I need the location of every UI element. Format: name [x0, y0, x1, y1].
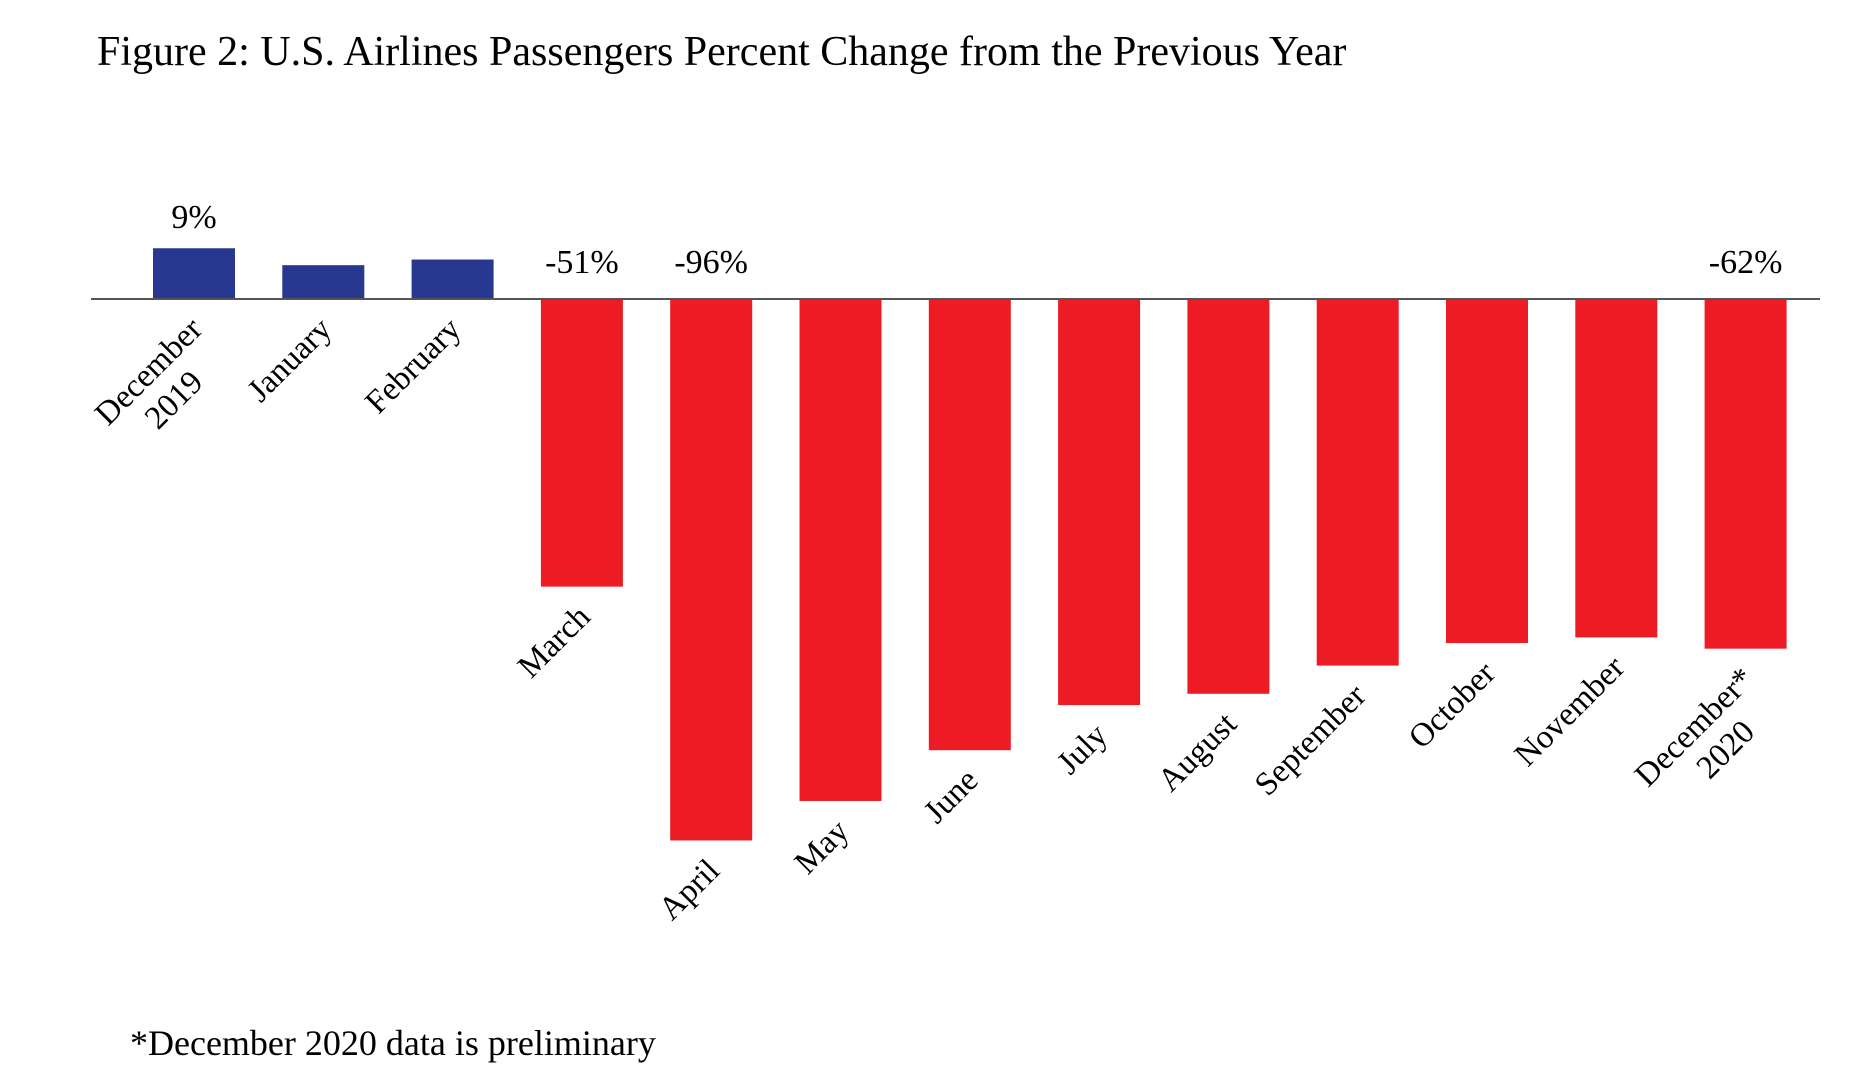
bar — [1316, 299, 1399, 666]
category-label: October — [1402, 655, 1503, 756]
bar — [799, 299, 882, 801]
bar — [1058, 299, 1141, 706]
chart-title: Figure 2: U.S. Airlines Passengers Perce… — [97, 29, 1347, 75]
category-label: November — [1508, 650, 1632, 774]
category-label: June — [917, 762, 985, 830]
category-label: March — [511, 598, 598, 685]
footnote: *December 2020 data is preliminary — [130, 1023, 656, 1063]
bar — [411, 259, 494, 299]
bar — [1446, 299, 1528, 644]
category-label: September — [1248, 678, 1373, 803]
data-label: 9% — [171, 199, 216, 236]
bar — [670, 299, 753, 841]
bar — [928, 299, 1011, 751]
bar — [282, 265, 365, 299]
bar — [1704, 299, 1787, 649]
data-label: -51% — [545, 244, 619, 281]
bar — [1187, 299, 1270, 694]
bar — [540, 299, 623, 587]
category-label: February — [359, 311, 469, 421]
category-label: January — [241, 311, 339, 409]
data-label: -96% — [674, 244, 748, 281]
category-label: August — [1151, 706, 1244, 799]
category-label: April — [652, 853, 727, 928]
category-label: July — [1050, 717, 1115, 782]
bar — [1575, 299, 1658, 638]
bar — [153, 248, 235, 299]
category-label: December*2020 — [1628, 661, 1788, 821]
category-label: December2019 — [88, 311, 236, 459]
category-label: May — [788, 813, 857, 882]
data-label: -62% — [1709, 244, 1783, 281]
